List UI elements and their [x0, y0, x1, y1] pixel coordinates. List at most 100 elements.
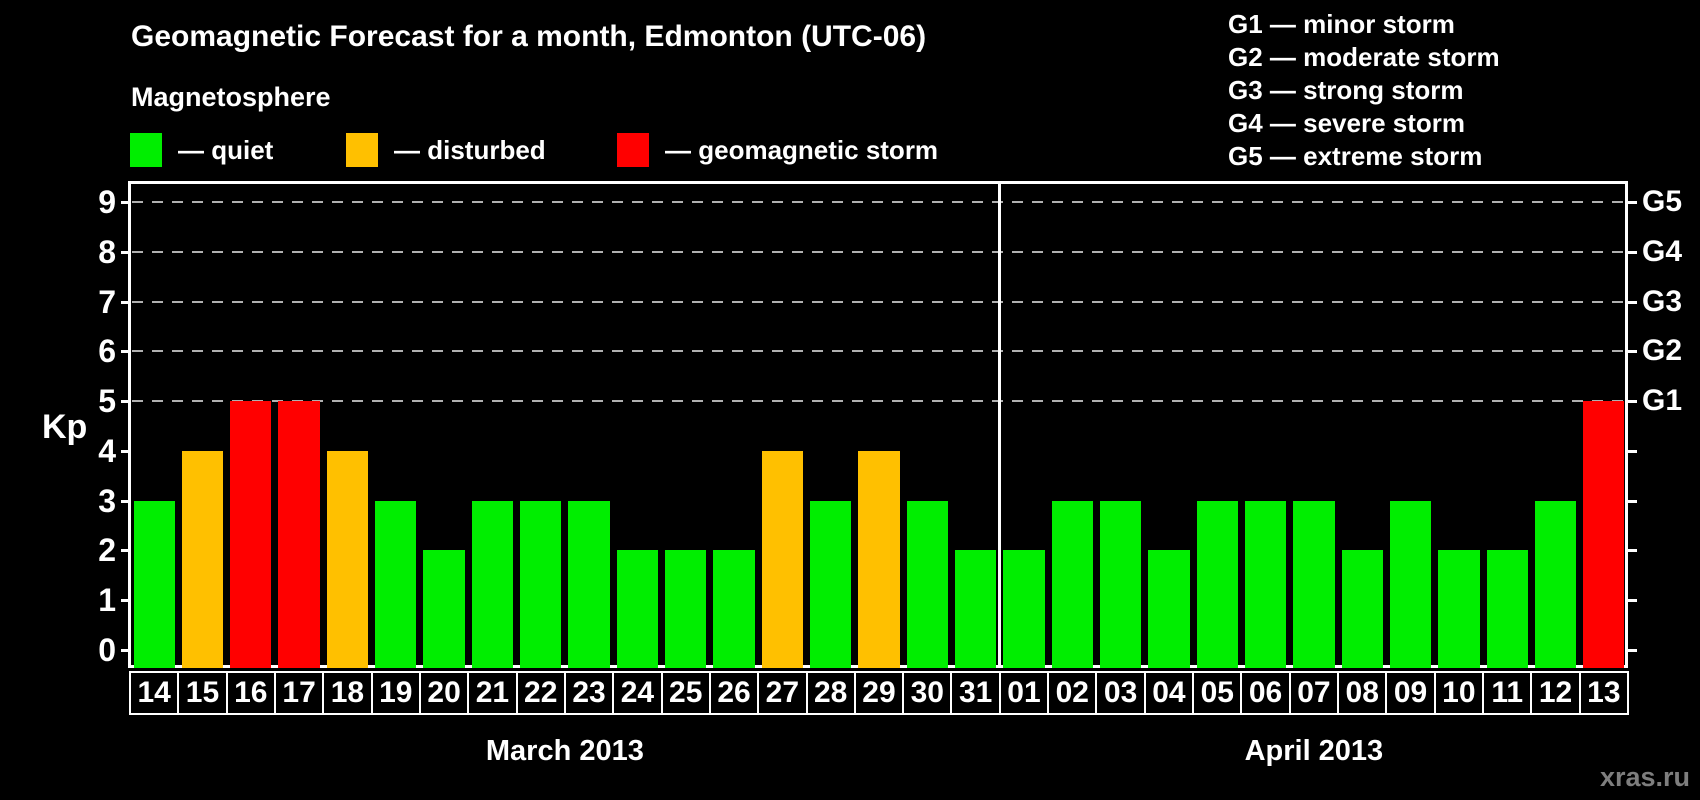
gridline-kp-6 [132, 350, 1626, 353]
bar-day-31 [954, 550, 997, 668]
day-label-07: 07 [1288, 671, 1340, 715]
bar-day-20 [423, 550, 465, 668]
g-scale-axis-label-G2: G2 [1642, 334, 1683, 368]
right-tick-2 [1628, 549, 1637, 553]
g-scale-axis-label-G4: G4 [1642, 234, 1683, 268]
day-label-21: 21 [467, 671, 518, 715]
bar-day-03 [1099, 500, 1142, 668]
right-tick-5 [1628, 400, 1637, 404]
y-tick-label-1: 1 [98, 582, 116, 619]
day-label-23: 23 [563, 671, 615, 715]
magnetosphere-legend-heading: Magnetosphere [131, 82, 331, 112]
day-label-19: 19 [370, 671, 421, 715]
bar-day-30 [906, 500, 948, 668]
y-tick-label-3: 3 [98, 482, 116, 519]
bar-day-07 [1293, 500, 1335, 668]
day-label-01: 01 [998, 671, 1050, 715]
right-tick-7 [1628, 300, 1637, 304]
day-label-05: 05 [1192, 671, 1243, 715]
bar-day-18 [326, 450, 369, 668]
y-tick-label-0: 0 [98, 632, 116, 668]
day-label-31: 31 [950, 671, 1001, 715]
y-axis-label: Kp [42, 408, 88, 446]
day-label-13: 13 [1578, 671, 1629, 715]
day-label-02: 02 [1047, 671, 1098, 715]
y-tick-label-8: 8 [98, 233, 116, 270]
legend-item-storm: — geomagnetic storm [617, 133, 938, 167]
left-tick-5 [121, 400, 130, 404]
bar-day-09 [1389, 500, 1432, 668]
day-label-06: 06 [1240, 671, 1291, 715]
bar-day-16 [230, 401, 272, 668]
right-tick-4 [1628, 449, 1637, 453]
day-label-22: 22 [515, 671, 566, 715]
day-label-29: 29 [853, 671, 905, 715]
day-label-28: 28 [805, 671, 856, 715]
bar-day-06 [1244, 500, 1287, 668]
bar-day-12 [1534, 500, 1577, 668]
bar-day-13 [1583, 401, 1625, 668]
left-tick-8 [121, 250, 130, 254]
gridline-kp-8 [132, 250, 1626, 253]
bar-day-15 [181, 450, 224, 668]
storm-color-swatch [617, 133, 649, 167]
bar-day-29 [858, 450, 900, 668]
left-tick-1 [121, 599, 130, 603]
y-tick-label-6: 6 [98, 333, 116, 370]
month-divider [998, 184, 1002, 668]
bar-day-04 [1148, 550, 1190, 668]
bar-day-24 [616, 550, 659, 668]
left-tick-9 [121, 200, 130, 204]
day-label-27: 27 [757, 671, 808, 715]
left-tick-4 [121, 449, 130, 453]
y-tick-label-5: 5 [98, 383, 116, 420]
bar-day-05 [1196, 500, 1238, 668]
right-tick-9 [1628, 200, 1637, 204]
bar-day-26 [713, 550, 755, 668]
bar-day-01 [1003, 550, 1045, 668]
bar-day-17 [278, 401, 320, 668]
gridline-kp-7 [132, 300, 1626, 303]
day-label-16: 16 [225, 671, 276, 715]
g1-legend-line: G1 — minor storm [1228, 9, 1455, 39]
bar-day-23 [568, 500, 610, 668]
quiet-color-swatch [130, 133, 162, 167]
day-label-26: 26 [708, 671, 760, 715]
day-label-10: 10 [1433, 671, 1485, 715]
day-label-30: 30 [902, 671, 953, 715]
right-tick-8 [1628, 250, 1637, 254]
day-label-08: 08 [1337, 671, 1388, 715]
g3-legend-line: G3 — strong storm [1228, 75, 1464, 105]
legend-label-disturbed: — disturbed [394, 135, 546, 165]
chart-title: Geomagnetic Forecast for a month, Edmont… [131, 20, 927, 53]
day-label-09: 09 [1385, 671, 1436, 715]
disturbed-color-swatch [346, 133, 378, 167]
g2-legend-line: G2 — moderate storm [1228, 42, 1500, 72]
bar-day-21 [471, 500, 514, 668]
day-label-20: 20 [418, 671, 470, 715]
bar-day-08 [1341, 550, 1383, 668]
right-tick-6 [1628, 350, 1637, 354]
bar-day-14 [133, 500, 175, 668]
g-scale-axis-label-G5: G5 [1642, 184, 1683, 218]
y-tick-label-2: 2 [98, 532, 116, 569]
legend-item-quiet: — quiet [130, 133, 273, 167]
day-label-15: 15 [177, 671, 228, 715]
bar-day-28 [810, 500, 852, 668]
g-scale-axis-label-G3: G3 [1642, 284, 1683, 318]
gridline-kp-5 [132, 400, 1626, 403]
y-tick-label-7: 7 [98, 283, 116, 320]
left-tick-0 [121, 649, 130, 652]
bar-day-19 [375, 500, 417, 668]
legend-label-quiet: — quiet [178, 135, 274, 165]
right-tick-1 [1628, 599, 1637, 603]
day-label-24: 24 [612, 671, 663, 715]
bar-day-25 [665, 550, 707, 668]
legend-item-disturbed: — disturbed [346, 133, 546, 167]
month-label-right: April 2013 [1244, 735, 1384, 767]
bar-day-11 [1486, 550, 1528, 668]
legend-label-storm: — geomagnetic storm [665, 135, 939, 165]
y-tick-label-4: 4 [98, 432, 116, 469]
g4-legend-line: G4 — severe storm [1228, 108, 1466, 138]
